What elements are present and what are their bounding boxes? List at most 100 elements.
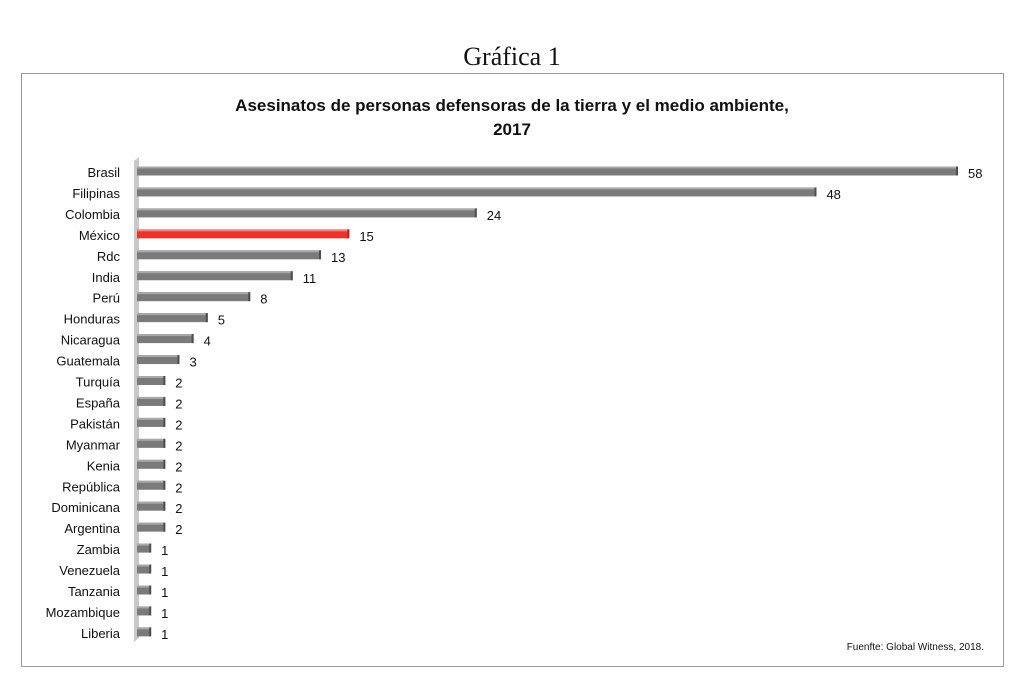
- bar-top-20: [137, 585, 152, 588]
- bar-2: [137, 208, 477, 218]
- chart-title: Asesinatos de personas defensoras de la …: [0, 94, 1024, 142]
- value-label-17: 2: [175, 522, 182, 537]
- category-label-13: Myanmar: [66, 437, 121, 452]
- value-label-9: 3: [189, 355, 196, 370]
- bar-16: [137, 501, 166, 511]
- bar-end-5: [290, 271, 293, 281]
- bar-10: [137, 376, 166, 385]
- value-label-19: 1: [161, 564, 168, 579]
- category-label-16: Dominicana: [51, 500, 120, 515]
- category-label-7: Honduras: [64, 312, 121, 327]
- bar-end-14: [163, 459, 166, 469]
- bar-end-20: [149, 585, 152, 595]
- bar-5: [137, 271, 293, 281]
- bar-end-17: [163, 522, 166, 532]
- value-label-8: 4: [204, 334, 211, 349]
- category-label-4: Rdc: [97, 249, 121, 264]
- bar-top-6: [137, 292, 251, 295]
- category-label-8: Nicaragua: [61, 333, 121, 348]
- bar-end-6: [248, 292, 251, 302]
- bar-7: [137, 313, 208, 323]
- value-label-14: 2: [175, 459, 182, 474]
- bar-end-7: [205, 313, 208, 323]
- value-label-7: 5: [218, 313, 225, 328]
- value-label-13: 2: [175, 438, 182, 453]
- value-label-20: 1: [161, 585, 168, 600]
- value-label-15: 2: [175, 480, 182, 495]
- bar-top-11: [137, 396, 166, 399]
- value-label-21: 1: [161, 606, 168, 621]
- bar-13: [137, 438, 166, 448]
- bar-15: [137, 480, 166, 490]
- bar-18: [137, 543, 152, 553]
- bar-top-3: [137, 229, 350, 232]
- category-label-12: Pakistán: [70, 416, 120, 431]
- bar-21: [137, 606, 152, 616]
- bar-top-19: [137, 564, 152, 567]
- category-label-11: España: [76, 395, 121, 410]
- bar-end-1: [814, 187, 817, 197]
- category-label-1: Filipinas: [72, 186, 120, 201]
- category-label-22: Liberia: [81, 626, 121, 641]
- bar-end-15: [163, 480, 166, 490]
- value-label-18: 1: [161, 543, 168, 558]
- value-label-3: 15: [359, 229, 373, 244]
- category-label-19: Venezuela: [59, 563, 120, 578]
- bar-top-15: [137, 480, 166, 483]
- category-label-14: Kenia: [87, 458, 121, 473]
- category-label-3: México: [79, 228, 120, 243]
- value-label-0: 58: [968, 166, 982, 181]
- bar-20: [137, 585, 152, 595]
- bar-8: [137, 334, 194, 344]
- bar-end-8: [191, 334, 194, 344]
- category-label-15: República: [62, 479, 121, 494]
- bar-end-12: [163, 417, 166, 427]
- bar-end-22: [149, 627, 152, 637]
- bar-top-16: [137, 501, 166, 504]
- bar-0: [137, 166, 958, 176]
- value-label-11: 2: [175, 396, 182, 411]
- bar-end-19: [149, 564, 152, 574]
- figure-heading: Gráfica 1: [463, 42, 561, 71]
- category-label-9: Guatemala: [56, 354, 120, 369]
- category-label-21: Mozambique: [46, 605, 120, 620]
- value-label-2: 24: [487, 208, 501, 223]
- bar-6: [137, 292, 251, 302]
- bar-end-10: [163, 376, 166, 385]
- bar-end-0: [956, 166, 958, 176]
- bar-end-13: [163, 438, 166, 448]
- bar-top-17: [137, 522, 166, 525]
- value-label-10: 2: [175, 376, 182, 391]
- bar-3: [137, 229, 350, 239]
- value-label-6: 8: [260, 292, 267, 307]
- value-label-16: 2: [175, 501, 182, 516]
- category-label-20: Tanzania: [68, 584, 121, 599]
- bar-top-14: [137, 459, 166, 462]
- chart-title-line-2: 2017: [493, 120, 531, 139]
- category-label-0: Brasil: [87, 165, 120, 180]
- bar-end-3: [347, 229, 350, 239]
- bar-11: [137, 396, 166, 406]
- bar-top-9: [137, 355, 180, 358]
- value-label-1: 48: [826, 187, 840, 202]
- bar-top-8: [137, 334, 194, 337]
- bar-19: [137, 564, 152, 574]
- bar-top-1: [137, 187, 817, 190]
- bar-top-0: [137, 166, 958, 169]
- bar-top-22: [137, 627, 152, 630]
- bar-top-4: [137, 250, 322, 253]
- bar-end-16: [163, 501, 166, 511]
- bar-end-2: [474, 208, 477, 218]
- bar-end-21: [149, 606, 152, 616]
- bar-top-5: [137, 271, 293, 274]
- bar-12: [137, 417, 166, 427]
- bar-1: [137, 187, 817, 197]
- category-label-18: Zambia: [77, 542, 121, 557]
- bar-top-2: [137, 208, 477, 211]
- bar-4: [137, 250, 322, 260]
- bar-top-10: [137, 376, 166, 378]
- bar-17: [137, 522, 166, 532]
- chart-title-line-1: Asesinatos de personas defensoras de la …: [235, 96, 789, 115]
- bar-top-13: [137, 438, 166, 441]
